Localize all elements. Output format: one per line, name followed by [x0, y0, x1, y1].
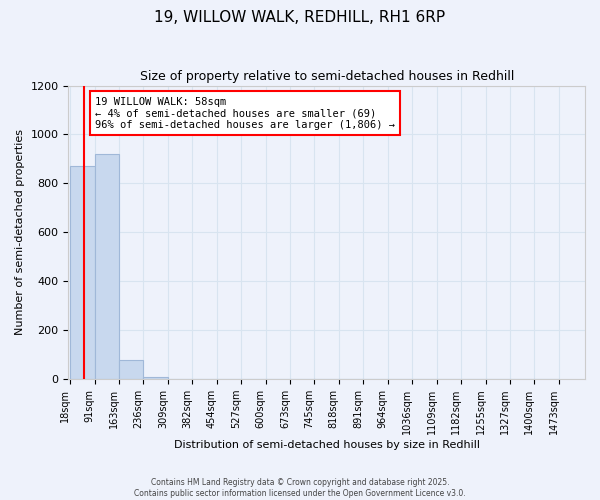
- Bar: [143, 376, 168, 379]
- Text: 19, WILLOW WALK, REDHILL, RH1 6RP: 19, WILLOW WALK, REDHILL, RH1 6RP: [154, 10, 446, 25]
- Y-axis label: Number of semi-detached properties: Number of semi-detached properties: [15, 130, 25, 336]
- Text: Contains HM Land Registry data © Crown copyright and database right 2025.
Contai: Contains HM Land Registry data © Crown c…: [134, 478, 466, 498]
- X-axis label: Distribution of semi-detached houses by size in Redhill: Distribution of semi-detached houses by …: [174, 440, 480, 450]
- Bar: [95, 154, 119, 379]
- Title: Size of property relative to semi-detached houses in Redhill: Size of property relative to semi-detach…: [140, 70, 514, 83]
- Text: 19 WILLOW WALK: 58sqm
← 4% of semi-detached houses are smaller (69)
96% of semi-: 19 WILLOW WALK: 58sqm ← 4% of semi-detac…: [95, 96, 395, 130]
- Bar: [119, 360, 143, 379]
- Bar: [70, 166, 95, 379]
